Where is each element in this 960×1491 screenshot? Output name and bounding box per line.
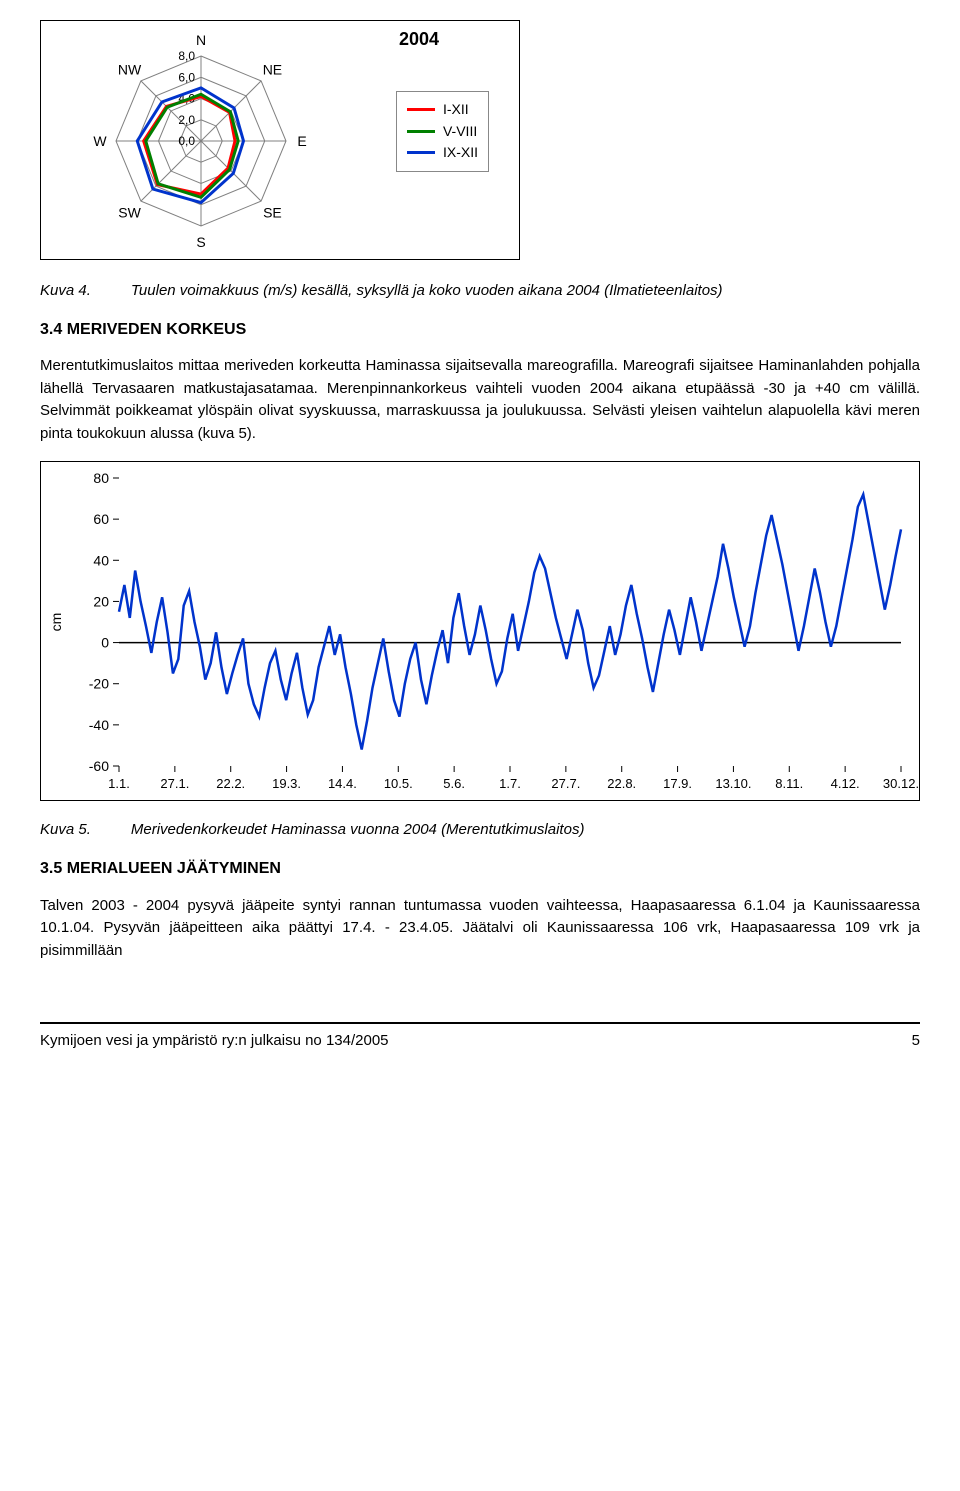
svg-text:0: 0 (101, 635, 109, 651)
svg-text:-60: -60 (89, 758, 109, 774)
svg-text:30.12.: 30.12. (883, 776, 919, 791)
svg-text:5.6.: 5.6. (443, 776, 465, 791)
svg-text:6,0: 6,0 (178, 70, 195, 84)
svg-text:cm: cm (48, 613, 64, 632)
svg-text:22.8.: 22.8. (607, 776, 636, 791)
line-chart-container: cm 80 60 40 20 0 -20 -40 -60 1.1. 27.1. 22.2. 19.3. 1… (40, 461, 920, 801)
radar-chart: NNEESESSWWNW8,06,04,02,00,0 (41, 21, 361, 261)
svg-text:N: N (196, 32, 206, 48)
footer-page-number: 5 (912, 1030, 920, 1051)
svg-text:-40: -40 (89, 717, 109, 733)
svg-text:S: S (196, 234, 205, 250)
svg-text:NW: NW (118, 62, 142, 78)
radar-legend: I-XIIV-VIIIIX-XII (396, 91, 489, 172)
radar-chart-container: 2004 NNEESESSWWNW8,06,04,02,00,0 I-XIIV-… (40, 20, 520, 260)
svg-text:-20: -20 (89, 676, 109, 692)
svg-text:14.4.: 14.4. (328, 776, 357, 791)
legend-item: V-VIII (407, 122, 478, 142)
section-3-5-paragraph: Talven 2003 - 2004 pysyvä jääpeite synty… (40, 895, 920, 963)
svg-text:10.5.: 10.5. (384, 776, 413, 791)
legend-item: IX-XII (407, 143, 478, 163)
page-footer: Kymijoen vesi ja ympäristö ry:n julkaisu… (40, 1022, 920, 1051)
svg-text:0,0: 0,0 (178, 134, 195, 148)
caption-text: Merivedenkorkeudet Haminassa vuonna 2004… (131, 819, 585, 840)
svg-text:SE: SE (263, 204, 282, 220)
svg-text:13.10.: 13.10. (715, 776, 751, 791)
svg-text:E: E (297, 133, 306, 149)
svg-text:60: 60 (93, 512, 109, 528)
section-3-5-heading: 3.5 MERIALUEEN JÄÄTYMINEN (40, 858, 920, 880)
sea-level-chart: cm 80 60 40 20 0 -20 -40 -60 1.1. 27.1. 22.2. 19.3. 1… (41, 462, 921, 802)
figure5-caption: Kuva 5. Merivedenkorkeudet Haminassa vuo… (40, 819, 920, 840)
section-3-4-heading: 3.4 MERIVEDEN KORKEUS (40, 319, 920, 341)
svg-text:27.7.: 27.7. (551, 776, 580, 791)
svg-text:1.7.: 1.7. (499, 776, 521, 791)
svg-text:22.2.: 22.2. (216, 776, 245, 791)
svg-text:17.9.: 17.9. (663, 776, 692, 791)
svg-text:2,0: 2,0 (178, 113, 195, 127)
svg-text:NE: NE (263, 62, 282, 78)
svg-text:27.1.: 27.1. (160, 776, 189, 791)
svg-text:80: 80 (93, 470, 109, 486)
caption-label: Kuva 5. (40, 819, 91, 840)
section-3-4-paragraph: Merentutkimuslaitos mittaa meriveden kor… (40, 355, 920, 445)
svg-text:20: 20 (93, 594, 109, 610)
svg-text:4.12.: 4.12. (831, 776, 860, 791)
svg-text:8.11.: 8.11. (775, 776, 803, 791)
svg-text:1.1.: 1.1. (108, 776, 130, 791)
svg-text:SW: SW (118, 204, 141, 220)
radar-title: 2004 (399, 27, 439, 52)
svg-text:8,0: 8,0 (178, 49, 195, 63)
svg-text:W: W (93, 133, 107, 149)
figure4-caption: Kuva 4. Tuulen voimakkuus (m/s) kesällä,… (40, 280, 920, 301)
caption-label: Kuva 4. (40, 280, 91, 301)
svg-text:40: 40 (93, 553, 109, 569)
footer-publication: Kymijoen vesi ja ympäristö ry:n julkaisu… (40, 1030, 389, 1051)
svg-text:19.3.: 19.3. (272, 776, 301, 791)
caption-text: Tuulen voimakkuus (m/s) kesällä, syksyll… (131, 280, 723, 301)
legend-item: I-XII (407, 100, 478, 120)
